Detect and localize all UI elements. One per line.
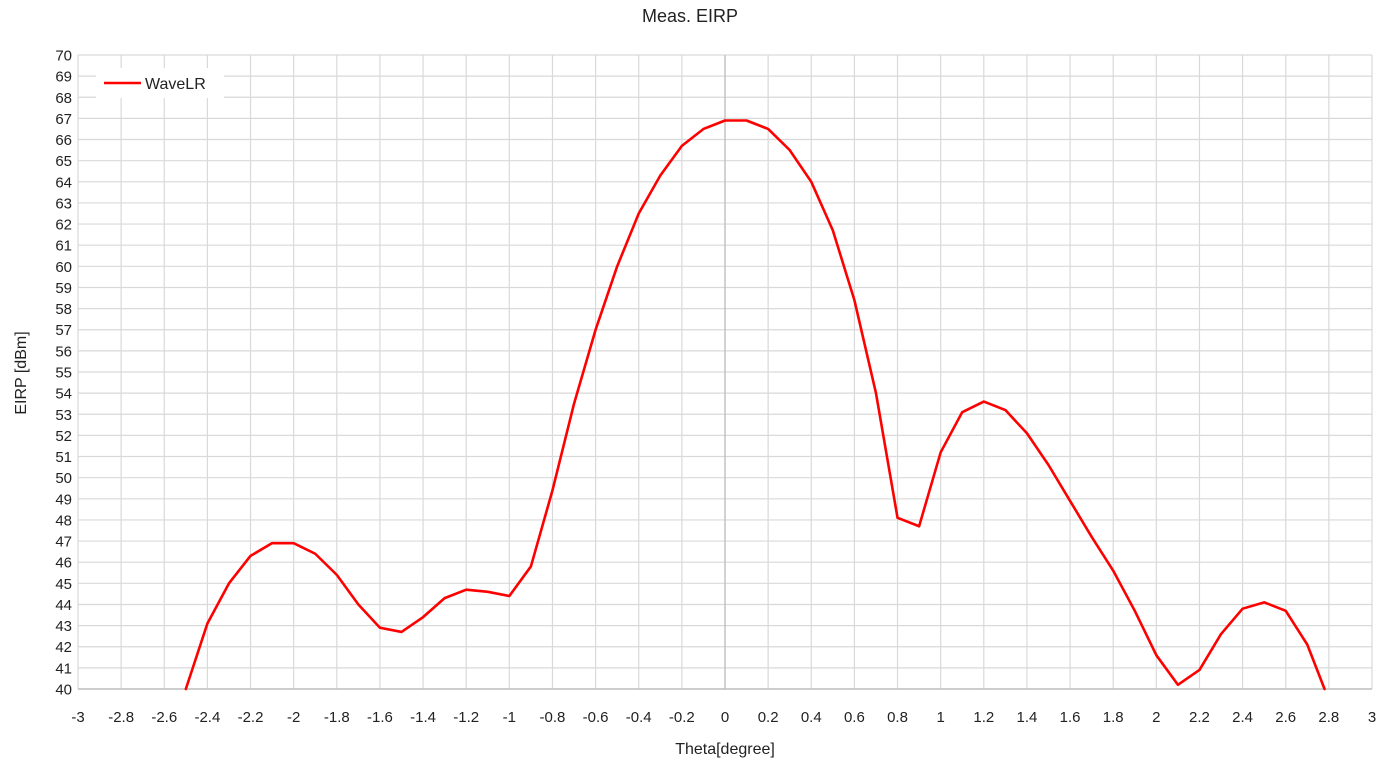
y-axis-tick-labels: 40 41 42 43 44 45 46 47 48 49 50 51 52 53 54 55 56 57 58 59…	[55, 48, 72, 699]
x-tick-label: -1	[503, 709, 516, 726]
x-axis-tick-labels: -3 -2.8 -2.6 -2.4 -2.2 -2 -1.8 -1.6 -1.4 -1.2 -1 -0…	[71, 709, 1376, 726]
y-tick-label: 43	[55, 618, 72, 635]
y-tick-label: 63	[55, 195, 72, 212]
x-axis-label: Theta[degree]	[675, 741, 775, 758]
series-layer	[184, 119, 1326, 691]
y-tick-label: 40	[55, 682, 72, 699]
x-tick-label: 1.4	[1017, 709, 1038, 726]
x-tick-label: 2.8	[1318, 709, 1339, 726]
y-tick-label: 55	[55, 365, 72, 382]
y-tick-label: 50	[55, 470, 72, 487]
x-tick-label: 2	[1152, 709, 1160, 726]
y-tick-label: 67	[55, 111, 72, 128]
y-tick-label: 52	[55, 428, 72, 445]
x-tick-label: -1.4	[410, 709, 436, 726]
series-line-wavelr	[184, 119, 1326, 691]
x-tick-label: 1.6	[1060, 709, 1081, 726]
x-tick-label: -0.4	[626, 709, 652, 726]
y-tick-label: 56	[55, 343, 72, 360]
y-tick-label: 47	[55, 534, 72, 551]
y-tick-label: 54	[55, 386, 72, 403]
y-tick-label: 70	[55, 48, 72, 65]
x-tick-label: -0.2	[669, 709, 695, 726]
x-tick-label: 0.8	[887, 709, 908, 726]
x-tick-label: -2	[287, 709, 300, 726]
y-tick-label: 48	[55, 512, 72, 529]
x-tick-label: 0.4	[801, 709, 822, 726]
x-tick-label: -2.4	[194, 709, 220, 726]
y-tick-label: 58	[55, 301, 72, 318]
y-axis-label: EIRP [dBm]	[13, 331, 30, 414]
x-tick-label: -2.6	[151, 709, 177, 726]
x-tick-label: 2.2	[1189, 709, 1210, 726]
y-tick-label: 64	[55, 174, 72, 191]
x-tick-label: 0	[721, 709, 729, 726]
x-tick-label: 1.8	[1103, 709, 1124, 726]
x-tick-label: -1.8	[324, 709, 350, 726]
y-tick-label: 57	[55, 322, 72, 339]
x-tick-label: 1	[936, 709, 944, 726]
y-tick-label: 65	[55, 153, 72, 170]
y-tick-label: 66	[55, 132, 72, 149]
x-tick-label: 1.2	[973, 709, 994, 726]
y-tick-label: 59	[55, 280, 72, 297]
y-tick-label: 46	[55, 555, 72, 572]
x-tick-label: 3	[1368, 709, 1376, 726]
x-tick-label: -1.6	[367, 709, 393, 726]
y-tick-label: 45	[55, 576, 72, 593]
grid-lines	[77, 54, 1373, 690]
x-tick-label: -3	[71, 709, 84, 726]
x-tick-label: -0.8	[540, 709, 566, 726]
y-tick-label: 60	[55, 259, 72, 276]
x-tick-label: 0.2	[758, 709, 779, 726]
y-tick-label: 42	[55, 639, 72, 656]
y-tick-label: 61	[55, 238, 72, 255]
y-tick-label: 62	[55, 217, 72, 234]
x-tick-label: 2.6	[1275, 709, 1296, 726]
x-tick-label: -0.6	[583, 709, 609, 726]
x-tick-label: 0.6	[844, 709, 865, 726]
y-tick-label: 68	[55, 90, 72, 107]
chart-title: Meas. EIRP	[642, 6, 738, 26]
x-tick-label: 2.4	[1232, 709, 1253, 726]
y-tick-label: 41	[55, 660, 72, 677]
y-tick-label: 53	[55, 407, 72, 424]
x-tick-label: -2.8	[108, 709, 134, 726]
legend-label-wavelr: WaveLR	[145, 76, 206, 93]
legend: WaveLR	[96, 68, 224, 98]
x-tick-label: -1.2	[453, 709, 479, 726]
y-tick-label: 44	[55, 597, 72, 614]
y-tick-label: 51	[55, 449, 72, 466]
y-tick-label: 69	[55, 69, 72, 86]
x-tick-label: -2.2	[238, 709, 264, 726]
y-tick-label: 49	[55, 491, 72, 508]
